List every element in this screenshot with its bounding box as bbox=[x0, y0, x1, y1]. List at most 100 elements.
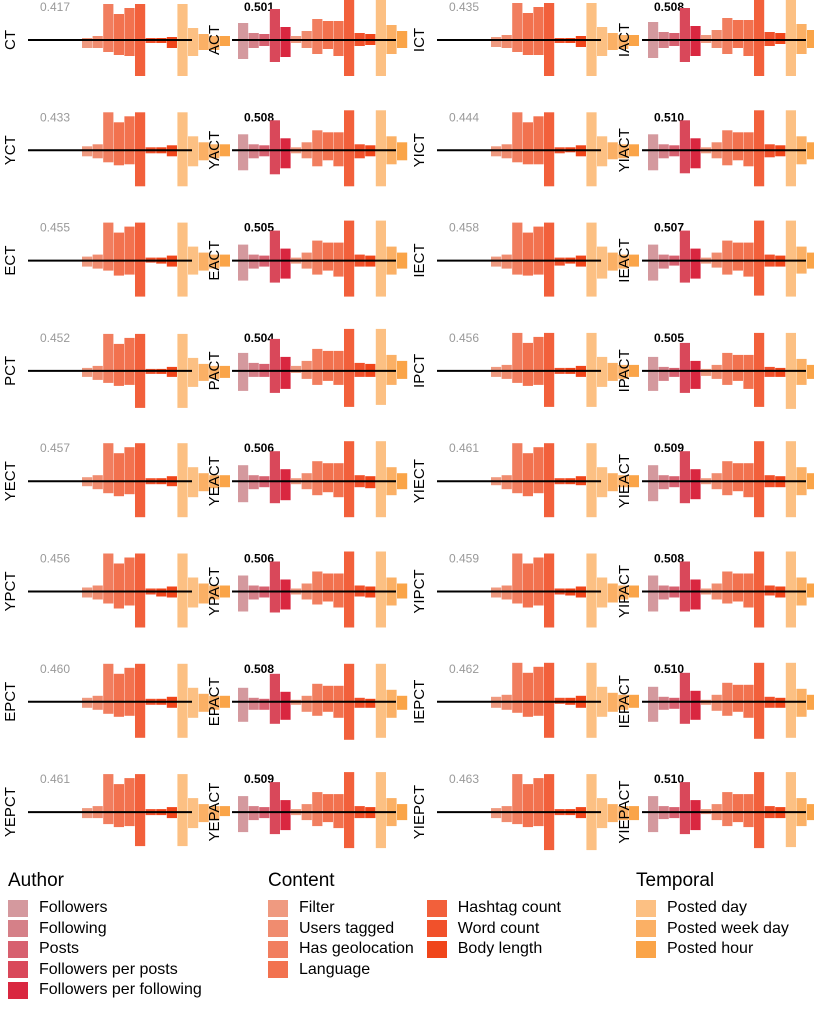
bar bbox=[209, 585, 220, 600]
bar bbox=[124, 337, 135, 385]
bar bbox=[280, 579, 291, 610]
bar bbox=[701, 368, 712, 376]
bar bbox=[209, 254, 220, 269]
legend-swatch bbox=[636, 940, 656, 958]
panel-eact: EACT 0.505 bbox=[206, 220, 408, 297]
bar bbox=[754, 0, 765, 76]
panel-label: YIEACT bbox=[616, 454, 633, 508]
bar bbox=[669, 697, 680, 709]
legend-label: Filter bbox=[299, 899, 335, 917]
bar bbox=[597, 136, 608, 167]
panel-score: 0.509 bbox=[654, 441, 684, 455]
panel-yepact: YEPACT 0.509 bbox=[206, 772, 408, 849]
bar bbox=[188, 577, 199, 608]
bar bbox=[522, 122, 533, 165]
panel-score: 0.508 bbox=[244, 110, 274, 124]
bar bbox=[238, 244, 249, 281]
bar bbox=[82, 367, 93, 377]
bar bbox=[722, 682, 733, 716]
panel-label: EACT bbox=[206, 241, 223, 281]
panel-yiect: YIECT 0.461 bbox=[411, 441, 639, 518]
legend-swatch bbox=[268, 899, 288, 917]
bar bbox=[690, 138, 701, 169]
bar bbox=[344, 551, 355, 628]
legend-swatch bbox=[268, 961, 288, 979]
bar bbox=[533, 7, 544, 55]
bar bbox=[597, 467, 608, 498]
bar bbox=[722, 18, 733, 54]
panel-ipact: IPACT 0.505 bbox=[616, 331, 814, 409]
panel-label: IECT bbox=[411, 244, 428, 278]
bar bbox=[732, 794, 743, 823]
bar bbox=[375, 328, 386, 405]
legend-item: Followers bbox=[8, 898, 202, 919]
bar bbox=[333, 21, 344, 56]
bar bbox=[397, 804, 408, 821]
legend-label: Word count bbox=[457, 919, 540, 937]
bar bbox=[754, 772, 765, 849]
bar bbox=[113, 784, 124, 828]
bar bbox=[628, 144, 639, 157]
panel-label: IEPCT bbox=[411, 680, 428, 724]
panel-yieact: YIEACT 0.509 bbox=[616, 441, 814, 518]
legend-title-temporal: Temporal bbox=[636, 870, 715, 891]
legend-label: Hashtag count bbox=[457, 899, 561, 917]
bar bbox=[188, 136, 199, 167]
panel-ect: ECT 0.455 bbox=[2, 221, 230, 297]
bar bbox=[103, 222, 114, 271]
bar bbox=[722, 571, 733, 604]
chart-grid: CT 0.417 ACT 0.501 ICT 0.435 IACT 0.508 YCT 0.433… bbox=[2, 0, 814, 851]
bar bbox=[743, 794, 754, 828]
bar bbox=[512, 443, 523, 494]
panel-label: IEPACT bbox=[616, 675, 633, 728]
bar bbox=[312, 571, 323, 605]
panel-epct: EPCT 0.460 bbox=[2, 662, 230, 738]
legend-item: Has geolocation bbox=[268, 939, 414, 960]
bar bbox=[732, 20, 743, 48]
bar bbox=[785, 441, 796, 518]
panel-ypct: YPCT 0.456 bbox=[2, 552, 230, 628]
bar bbox=[397, 142, 408, 161]
bar bbox=[690, 360, 701, 389]
panel-score: 0.417 bbox=[40, 0, 70, 14]
bar bbox=[658, 696, 669, 710]
bar bbox=[722, 130, 733, 166]
bar bbox=[322, 573, 333, 602]
bar bbox=[219, 36, 230, 46]
panel-score: 0.510 bbox=[654, 110, 684, 124]
bar bbox=[322, 463, 333, 493]
panel-label: YPCT bbox=[2, 571, 19, 611]
panel-score: 0.444 bbox=[449, 110, 479, 124]
bar bbox=[648, 244, 659, 281]
bar bbox=[269, 120, 280, 175]
bar bbox=[198, 804, 209, 823]
bar bbox=[375, 441, 386, 518]
legend-title-content: Content bbox=[268, 870, 335, 891]
bar bbox=[597, 798, 608, 829]
bar bbox=[248, 697, 259, 710]
bar bbox=[103, 4, 114, 52]
panel-iact: IACT 0.508 bbox=[616, 0, 814, 76]
panel-ct: CT 0.417 bbox=[2, 0, 230, 76]
bar bbox=[775, 367, 786, 377]
panel-score: 0.459 bbox=[449, 552, 479, 566]
bar bbox=[533, 336, 544, 385]
bar bbox=[269, 673, 280, 724]
panel-label: IPACT bbox=[616, 349, 633, 392]
bar bbox=[648, 686, 659, 722]
panel-score: 0.456 bbox=[449, 331, 479, 345]
legend-swatch bbox=[636, 899, 656, 917]
bar bbox=[648, 575, 659, 612]
bar bbox=[628, 694, 639, 708]
panel-score: 0.507 bbox=[654, 221, 684, 235]
panel-label: YCT bbox=[2, 135, 19, 165]
bar bbox=[722, 792, 733, 827]
bar bbox=[209, 36, 220, 50]
panel-yipact: YIPACT 0.508 bbox=[616, 551, 814, 628]
panel-yict: YICT 0.444 bbox=[411, 110, 639, 187]
legend-label: Posted week day bbox=[667, 919, 789, 937]
bar bbox=[785, 220, 796, 297]
panel-label: ECT bbox=[2, 246, 19, 276]
bar bbox=[628, 35, 639, 46]
bar bbox=[322, 685, 333, 712]
